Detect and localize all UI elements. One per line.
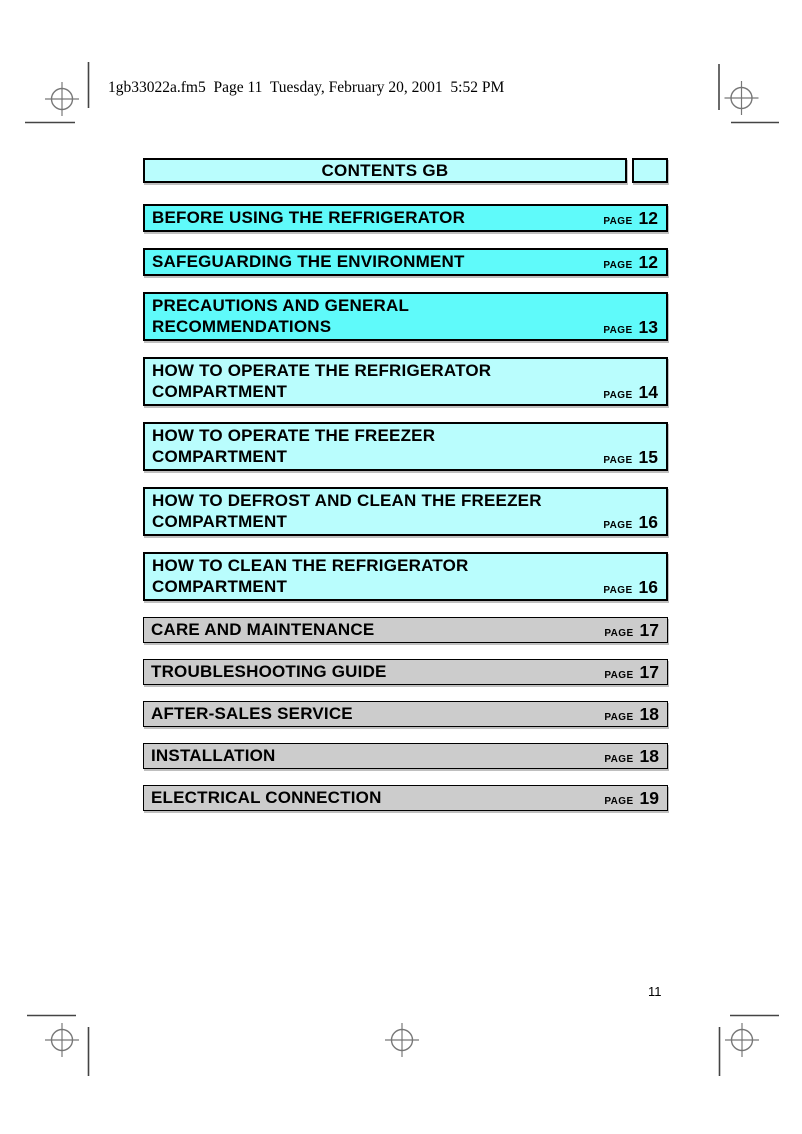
crop-mark-top-left	[25, 62, 90, 124]
entry-page-ref: PAGE 18	[604, 705, 659, 724]
contents-header-row: CONTENTS GB	[143, 158, 668, 183]
entry-page-label: PAGE	[603, 585, 633, 596]
page-number: 11	[648, 984, 662, 999]
entry-page-ref: PAGE 18	[604, 747, 659, 766]
entry-page-number: 12	[638, 208, 658, 228]
entry-page-number: 17	[639, 662, 659, 682]
entry-page-label: PAGE	[603, 216, 633, 227]
entry-page-label: PAGE	[603, 260, 633, 271]
entry-title: CARE AND MAINTENANCE	[151, 620, 375, 639]
contents-header-side-tab	[632, 158, 668, 183]
crop-mark-bottom-center	[385, 1023, 419, 1057]
entry-title: HOW TO CLEAN THE REFRIGERATOR COMPARTMEN…	[152, 556, 469, 596]
entry-page-label: PAGE	[604, 712, 634, 723]
entry-page-label: PAGE	[604, 628, 634, 639]
contents-entry: BEFORE USING THE REFRIGERATOR PAGE 12	[143, 204, 668, 232]
entry-page-ref: PAGE 16	[603, 578, 658, 597]
entry-title: BEFORE USING THE REFRIGERATOR	[152, 208, 466, 227]
entry-title: AFTER-SALES SERVICE	[151, 704, 353, 723]
entry-page-ref: PAGE 16	[603, 513, 658, 532]
entry-title: SAFEGUARDING THE ENVIRONMENT	[152, 252, 465, 271]
entry-title: TROUBLESHOOTING GUIDE	[151, 662, 387, 681]
contents-entry: ELECTRICAL CONNECTION PAGE 19	[143, 785, 668, 811]
contents-entry: CARE AND MAINTENANCE PAGE 17	[143, 617, 668, 643]
entry-page-number: 12	[638, 252, 658, 272]
entry-page-ref: PAGE 15	[603, 448, 658, 467]
contents-entry: AFTER-SALES SERVICE PAGE 18	[143, 701, 668, 727]
contents-title-box: CONTENTS GB	[143, 158, 627, 183]
entry-page-label: PAGE	[603, 455, 633, 466]
entry-page-ref: PAGE 12	[603, 253, 658, 272]
contents-entry: HOW TO OPERATE THE FREEZER COMPARTMENT P…	[143, 422, 668, 471]
contents-entry: SAFEGUARDING THE ENVIRONMENT PAGE 12	[143, 248, 668, 276]
entry-title: HOW TO OPERATE THE FREEZER COMPARTMENT	[152, 426, 436, 466]
entry-page-number: 18	[639, 746, 659, 766]
entry-page-ref: PAGE 17	[604, 621, 659, 640]
entry-page-number: 18	[639, 704, 659, 724]
entry-page-ref: PAGE 13	[603, 318, 658, 337]
contents-entry: PRECAUTIONS AND GENERAL RECOMMENDATIONS …	[143, 292, 668, 341]
entry-title: INSTALLATION	[151, 746, 276, 765]
crop-mark-bottom-right	[718, 1014, 779, 1076]
contents-entry: HOW TO DEFROST AND CLEAN THE FREEZER COM…	[143, 487, 668, 536]
entry-page-number: 13	[638, 317, 658, 337]
entry-page-label: PAGE	[603, 325, 633, 336]
entry-title: PRECAUTIONS AND GENERAL RECOMMENDATIONS	[152, 296, 410, 336]
entry-page-label: PAGE	[603, 520, 633, 531]
contents-entry: INSTALLATION PAGE 18	[143, 743, 668, 769]
document-header-line: 1gb33022a.fm5 Page 11 Tuesday, February …	[108, 79, 505, 96]
entry-title: HOW TO DEFROST AND CLEAN THE FREEZER COM…	[152, 491, 542, 531]
entry-page-number: 16	[638, 512, 658, 532]
entry-page-label: PAGE	[604, 796, 634, 807]
entry-page-label: PAGE	[603, 390, 633, 401]
contents-list: BEFORE USING THE REFRIGERATOR PAGE 12 SA…	[143, 204, 668, 811]
entry-page-label: PAGE	[604, 670, 634, 681]
contents-entry: TROUBLESHOOTING GUIDE PAGE 17	[143, 659, 668, 685]
contents-entry: HOW TO OPERATE THE REFRIGERATOR COMPARTM…	[143, 357, 668, 406]
entry-page-label: PAGE	[604, 754, 634, 765]
entry-title: HOW TO OPERATE THE REFRIGERATOR COMPARTM…	[152, 361, 492, 401]
entry-page-number: 17	[639, 620, 659, 640]
entry-page-number: 19	[639, 788, 659, 808]
crop-mark-bottom-left	[27, 1014, 90, 1076]
table-of-contents: CONTENTS GB BEFORE USING THE REFRIGERATO…	[143, 158, 668, 827]
entry-page-number: 14	[638, 382, 658, 402]
crop-mark-top-right	[718, 64, 779, 124]
entry-page-ref: PAGE 14	[603, 383, 658, 402]
entry-page-ref: PAGE 19	[604, 789, 659, 808]
entry-page-number: 16	[638, 577, 658, 597]
entry-page-number: 15	[638, 447, 658, 467]
entry-title: ELECTRICAL CONNECTION	[151, 788, 382, 807]
contents-entry: HOW TO CLEAN THE REFRIGERATOR COMPARTMEN…	[143, 552, 668, 601]
entry-page-ref: PAGE 17	[604, 663, 659, 682]
entry-page-ref: PAGE 12	[603, 209, 658, 228]
